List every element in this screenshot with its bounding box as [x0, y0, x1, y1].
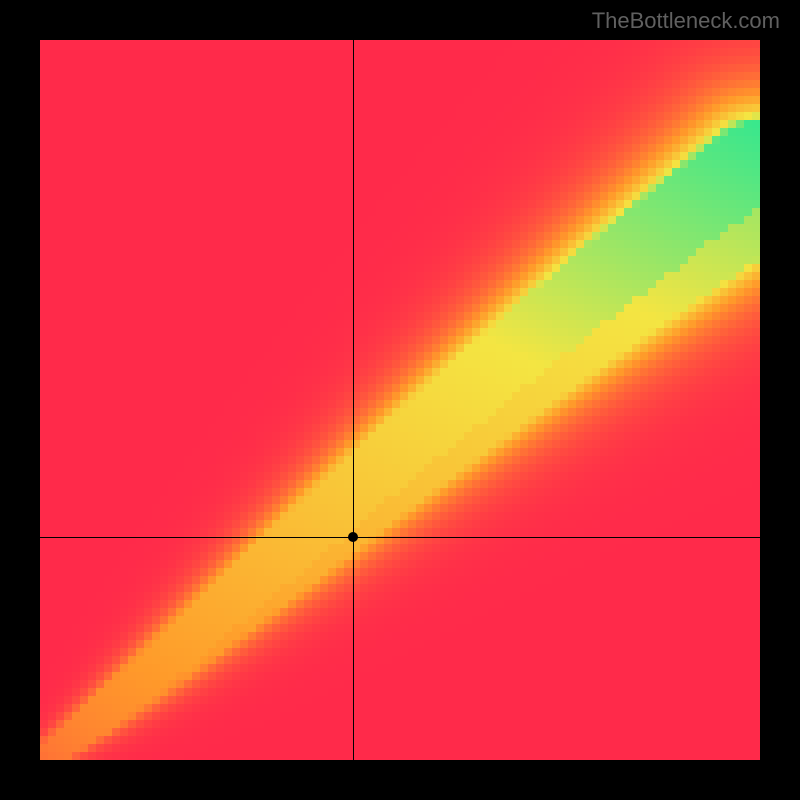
crosshair-vertical: [353, 40, 354, 760]
heatmap-canvas: [40, 40, 760, 760]
watermark-text: TheBottleneck.com: [592, 8, 780, 34]
heatmap-chart: [40, 40, 760, 760]
crosshair-horizontal: [40, 537, 760, 538]
bottleneck-marker: [348, 532, 358, 542]
